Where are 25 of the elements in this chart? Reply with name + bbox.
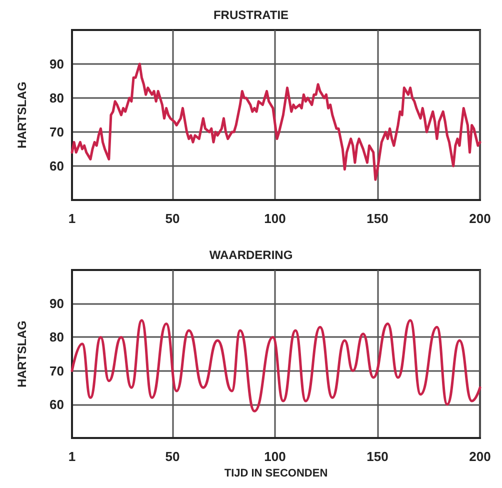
x-axis-title: TIJD IN SECONDEN xyxy=(224,468,328,480)
x-tick-label: 100 xyxy=(264,211,286,226)
y-tick-label: 80 xyxy=(50,90,64,106)
y-axis-title: HARTSLAG xyxy=(15,320,29,388)
line-series xyxy=(70,319,482,412)
y-tick-label: 60 xyxy=(50,158,64,174)
chart-title: WAARDERING xyxy=(209,248,293,262)
y-tick-label: 70 xyxy=(50,124,64,140)
x-tick-label: 150 xyxy=(366,449,388,464)
y-tick-label: 70 xyxy=(50,363,64,378)
y-tick-label: 60 xyxy=(50,396,64,412)
x-tick-label: 200 xyxy=(469,211,491,226)
x-tick-label: 50 xyxy=(165,449,180,464)
y-tick-label: 80 xyxy=(50,330,64,345)
y-axis-title: HARTSLAG xyxy=(15,82,29,148)
x-tick-label: 1 xyxy=(68,449,76,464)
x-tick-label: 200 xyxy=(469,449,491,464)
x-tick-label: 100 xyxy=(264,449,286,464)
y-tick-label: 90 xyxy=(50,296,64,312)
y-tick-label: 90 xyxy=(50,56,64,72)
x-tick-label: 50 xyxy=(165,211,180,226)
chart-title: FRUSTRATIE xyxy=(213,8,289,22)
x-tick-label: 150 xyxy=(366,211,388,226)
x-tick-label: 1 xyxy=(68,211,76,226)
line-series xyxy=(70,62,482,181)
